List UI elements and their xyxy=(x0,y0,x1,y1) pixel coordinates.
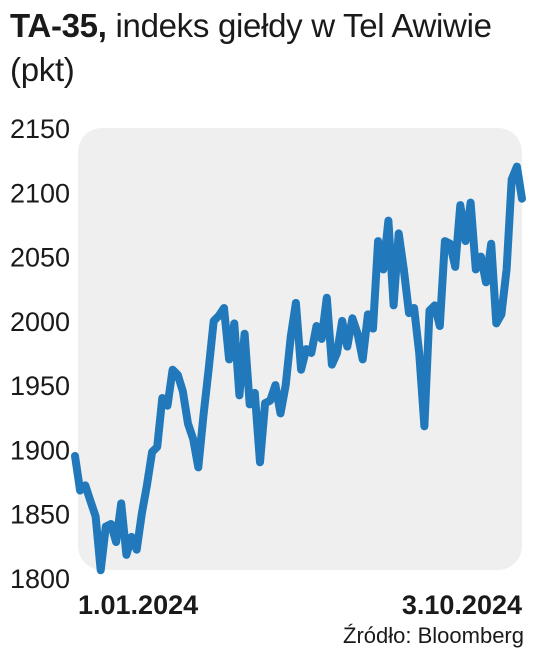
y-tick-label: 2100 xyxy=(10,178,70,208)
x-tick-label: 3.10.2024 xyxy=(402,590,522,620)
x-tick-label: 1.01.2024 xyxy=(78,590,198,620)
y-tick-label: 1950 xyxy=(10,371,70,401)
series-line xyxy=(71,162,526,575)
y-tick-label: 1900 xyxy=(10,435,70,465)
y-tick-label: 2150 xyxy=(10,114,70,144)
y-tick-label: 2000 xyxy=(10,307,70,337)
y-tick-label: 2050 xyxy=(10,243,70,273)
chart-title: TA-35, indeks giełdy w Tel Awiwie (pkt) xyxy=(10,4,530,92)
source-note: Źródło: Bloomberg xyxy=(343,623,524,648)
y-tick-label: 1800 xyxy=(10,564,70,594)
y-tick-label: 1850 xyxy=(10,500,70,530)
title-description: indeks giełdy w Tel Awiwie xyxy=(115,7,492,44)
title-unit: (pkt) xyxy=(10,51,75,88)
title-index-name: TA-35, xyxy=(10,7,107,44)
